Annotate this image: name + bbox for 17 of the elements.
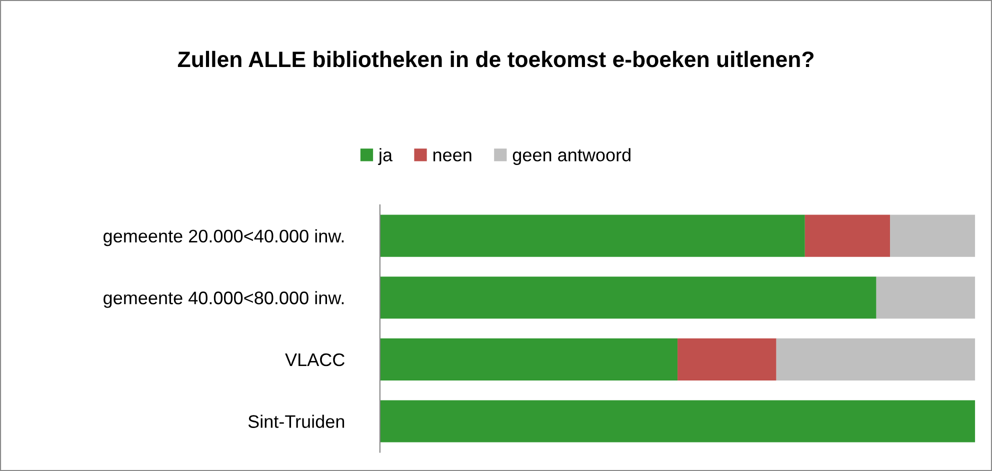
bar: [890, 214, 976, 257]
legend-label: geen antwoord: [512, 148, 630, 165]
bar: [876, 276, 976, 319]
bar: [380, 214, 805, 257]
bar: [804, 214, 890, 257]
y-tick-label: Sint-Truiden: [248, 414, 344, 428]
bar: [380, 338, 678, 380]
y-tick-label: gemeente 20.000<40.000 inw.: [104, 229, 344, 246]
y-tick-label: VLACC: [285, 353, 345, 366]
y-tick-label: gemeente 40.000<80.000 inw.: [104, 291, 344, 308]
legend-label: ja: [378, 148, 393, 165]
legend-label: neen: [433, 152, 472, 162]
chart-title: Zullen ALLE bibliotheken in de toekomst e-boeken uitlenen?: [178, 50, 814, 68]
bar: [380, 400, 976, 442]
bar: [678, 338, 776, 380]
bar: [776, 338, 976, 380]
bar: [380, 276, 876, 319]
